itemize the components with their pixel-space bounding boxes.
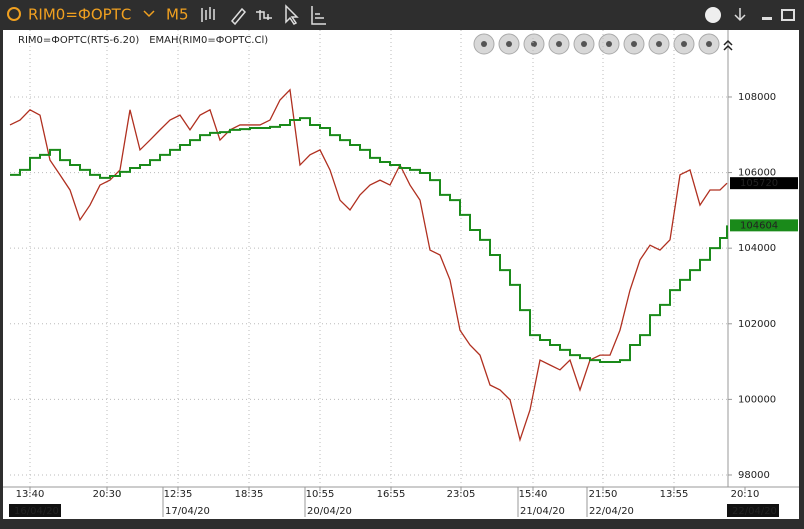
nav-button-icon xyxy=(706,41,712,47)
detach-button[interactable] xyxy=(734,8,746,22)
x-tick-label: 20:30 xyxy=(93,489,122,500)
last-value-label: 105720 xyxy=(740,178,778,189)
last-value-bg xyxy=(730,219,798,232)
x-tick-label: 12:35 xyxy=(164,489,193,500)
nav-button-icon xyxy=(656,41,662,47)
x-tick-label: 20:10 xyxy=(731,489,760,500)
symbol-dropdown[interactable] xyxy=(143,10,155,18)
minimize-button[interactable] xyxy=(762,17,772,20)
symbol[interactable]: RIM0=ФОРТС xyxy=(28,6,131,24)
currency-button[interactable] xyxy=(705,7,721,23)
date-label-bg xyxy=(727,504,779,517)
date-label: 22/04/20 xyxy=(589,506,634,517)
nav-button-icon xyxy=(531,41,537,47)
y-tick-label: 100000 xyxy=(738,394,776,405)
draw-button[interactable] xyxy=(230,7,247,26)
series-line xyxy=(10,117,728,363)
nav-button-icon xyxy=(631,41,637,47)
nav-button-icon xyxy=(606,41,612,47)
x-tick-label: 16:55 xyxy=(377,489,406,500)
x-tick-label: 13:55 xyxy=(660,489,689,500)
volume-button[interactable] xyxy=(311,6,326,25)
last-value-label: 104604 xyxy=(740,220,778,231)
y-tick-label: 102000 xyxy=(738,319,776,330)
indicator-button[interactable] xyxy=(256,10,272,20)
x-tick-label: 18:35 xyxy=(235,489,264,500)
collapse-button[interactable] xyxy=(723,39,733,51)
toolbar: RIM0=ФОРТС M5 xyxy=(7,4,795,26)
x-tick-label: 21:50 xyxy=(589,489,618,500)
y-tick-label: 106000 xyxy=(738,168,776,179)
series-line xyxy=(9,88,728,443)
date-label: 20/04/20 xyxy=(307,506,352,517)
y-tick-label: 98000 xyxy=(738,470,770,481)
date-label: 16/04/20 xyxy=(14,506,59,517)
timeframe[interactable]: M5 xyxy=(166,6,189,24)
y-tick-label: 108000 xyxy=(738,92,776,103)
y-tick-label: 104000 xyxy=(738,243,776,254)
nav-button-icon xyxy=(556,41,562,47)
x-tick-label: 13:40 xyxy=(16,489,45,500)
nav-button-icon xyxy=(481,41,487,47)
x-tick-label: 10:55 xyxy=(306,489,335,500)
chart-panel xyxy=(3,30,799,519)
date-label: 17/04/20 xyxy=(165,506,210,517)
nav-button-icon xyxy=(681,41,687,47)
date-label: 22/04/20 xyxy=(732,506,777,517)
date-label: 21/04/20 xyxy=(520,506,565,517)
navigation-buttons xyxy=(473,33,733,55)
x-tick-label: 23:05 xyxy=(447,489,476,500)
cursor-button[interactable] xyxy=(285,4,299,25)
maximize-button[interactable] xyxy=(781,9,795,21)
nav-button-icon xyxy=(506,41,512,47)
symbol-icon[interactable] xyxy=(7,7,21,21)
nav-button-icon xyxy=(581,41,587,47)
last-value-bg xyxy=(730,177,798,190)
candles-button[interactable] xyxy=(201,7,215,22)
legend-entry: EMAH(RIM0=ФОРТС.Cl) xyxy=(149,35,268,46)
date-label-bg xyxy=(9,504,61,517)
x-tick-label: 15:40 xyxy=(519,489,548,500)
legend-entry: RIM0=ФОРТС(RTS-6.20) xyxy=(18,35,139,46)
